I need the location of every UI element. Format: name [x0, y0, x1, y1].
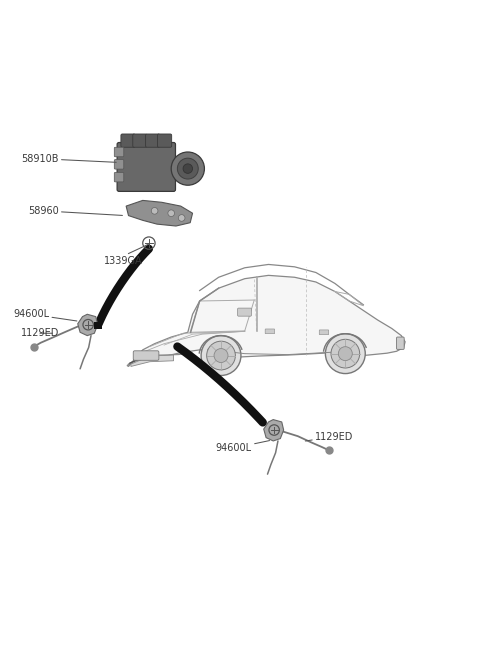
Text: 94600L: 94600L: [216, 441, 270, 453]
Text: 1129ED: 1129ED: [305, 432, 353, 442]
FancyBboxPatch shape: [133, 351, 159, 360]
Circle shape: [331, 339, 360, 368]
Polygon shape: [126, 200, 192, 226]
Circle shape: [338, 347, 352, 361]
Circle shape: [207, 341, 235, 370]
FancyBboxPatch shape: [265, 329, 275, 334]
Text: 58910B: 58910B: [21, 154, 116, 164]
Circle shape: [201, 336, 241, 375]
Text: 58960: 58960: [28, 206, 122, 216]
FancyBboxPatch shape: [157, 134, 172, 147]
Bar: [95, 322, 102, 329]
Circle shape: [178, 158, 198, 179]
FancyBboxPatch shape: [114, 172, 124, 182]
Polygon shape: [264, 420, 284, 441]
Circle shape: [183, 164, 192, 173]
FancyBboxPatch shape: [396, 337, 404, 350]
FancyBboxPatch shape: [319, 330, 329, 334]
Polygon shape: [131, 355, 174, 367]
FancyBboxPatch shape: [117, 143, 176, 191]
FancyBboxPatch shape: [145, 134, 160, 147]
Polygon shape: [78, 314, 97, 336]
Text: 1129ED: 1129ED: [21, 328, 59, 338]
Text: 94600L: 94600L: [13, 309, 77, 321]
FancyBboxPatch shape: [121, 134, 135, 147]
FancyBboxPatch shape: [114, 147, 124, 157]
FancyBboxPatch shape: [238, 308, 252, 316]
Polygon shape: [127, 275, 405, 367]
Circle shape: [214, 349, 228, 363]
Circle shape: [179, 215, 185, 221]
Circle shape: [151, 208, 158, 214]
Circle shape: [171, 152, 204, 185]
Circle shape: [325, 334, 365, 374]
Text: 1339GA: 1339GA: [105, 256, 143, 266]
FancyBboxPatch shape: [133, 134, 147, 147]
Circle shape: [168, 210, 175, 217]
FancyBboxPatch shape: [114, 160, 124, 169]
